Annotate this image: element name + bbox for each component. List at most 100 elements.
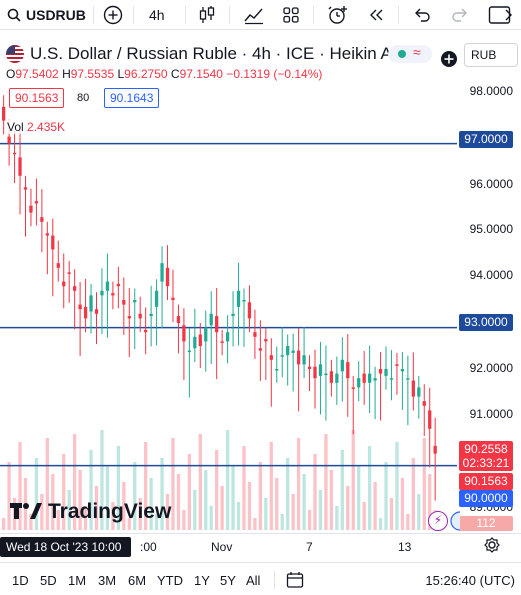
sell-price-button[interactable]: 90.1563 (9, 88, 65, 108)
candle-body (367, 373, 372, 383)
currency-select[interactable]: RUB (464, 43, 518, 67)
interval-button[interactable]: 4h (149, 7, 165, 23)
tradingview-logo-icon (10, 501, 42, 524)
candle-body (329, 371, 334, 383)
volume-bar (231, 466, 235, 530)
volume-bar (67, 490, 71, 530)
date-range-icon[interactable] (286, 571, 304, 594)
candle-body (313, 366, 317, 379)
volume-bar (313, 454, 317, 530)
settings-gear-icon[interactable] (484, 537, 500, 558)
horizontal-line-label[interactable]: 97.0000 (459, 131, 513, 148)
candle-body (149, 313, 153, 317)
candle-body (346, 362, 350, 379)
volume-bar (78, 470, 82, 530)
volume-bar (29, 514, 33, 530)
fullscreen-icon[interactable] (486, 0, 516, 30)
candle-body (307, 366, 312, 369)
candle-body (62, 281, 66, 287)
candle-body (2, 106, 6, 121)
candle-body (29, 205, 33, 213)
candle-body (291, 350, 295, 353)
range-3m-button[interactable]: 3M (98, 573, 117, 588)
symbol-search-button[interactable]: USDRUB (26, 7, 86, 23)
candle-body (105, 281, 110, 291)
close-label: C (170, 67, 180, 81)
candles-icon[interactable] (197, 0, 217, 30)
candle-body (335, 373, 339, 383)
volume-bar (105, 466, 110, 530)
candle-body (73, 286, 77, 291)
range-5y-button[interactable]: 5Y (220, 573, 236, 588)
candle-body (67, 272, 71, 274)
search-icon[interactable] (6, 0, 22, 30)
candle-body (198, 334, 202, 346)
candle-body (406, 378, 410, 380)
volume-bar (253, 518, 257, 530)
volume-bar (2, 518, 6, 530)
lightning-icon[interactable]: ⚡ (428, 511, 448, 531)
candle-body (400, 369, 405, 372)
volume-bar (133, 462, 137, 530)
volume-bar (373, 482, 377, 530)
price-chart[interactable] (0, 70, 457, 530)
replay-icon[interactable] (366, 0, 386, 30)
range-1d-button[interactable]: 1D (12, 573, 29, 588)
price-tick: 95.0000 (469, 222, 513, 236)
price-tick: 94.0000 (469, 268, 513, 282)
candle-body (160, 263, 164, 282)
change-value: −0.1319 (−0.14%) (226, 67, 323, 81)
spread-value: 80 (77, 92, 90, 104)
candle-body (395, 364, 399, 366)
candle-body (127, 316, 131, 319)
open-label: O (6, 67, 16, 81)
range-1m-button[interactable]: 1M (68, 573, 87, 588)
globe-icon[interactable] (450, 511, 470, 531)
redo-icon[interactable] (450, 0, 470, 30)
volume-bar (111, 502, 115, 530)
volume-bar (51, 474, 55, 530)
volume-bar (154, 514, 159, 530)
candle-body (133, 300, 137, 303)
compare-add-icon[interactable] (440, 50, 458, 68)
candle-body (154, 290, 159, 307)
alert-icon[interactable] (326, 0, 350, 30)
candle-body (422, 401, 426, 406)
candle-body (433, 445, 437, 454)
price-tick: 92.0000 (469, 361, 513, 375)
volume-bar (378, 518, 383, 530)
volume-bar (264, 498, 268, 530)
range-ytd-button[interactable]: YTD (157, 573, 183, 588)
volume-bar (225, 430, 230, 530)
volume-bar (144, 442, 148, 530)
time-axis[interactable]: :00 Nov 7 13 (0, 533, 521, 557)
buy-price-button[interactable]: 90.1643 (104, 88, 160, 108)
crosshair-price-tag: 90.0000 (459, 490, 513, 507)
candle-body (215, 316, 219, 333)
volume-bar (324, 434, 328, 530)
utc-clock[interactable]: 15:26:40 (UTC) (425, 573, 515, 588)
market-status-pill[interactable] (388, 45, 432, 63)
candle-body (417, 387, 421, 397)
candle-body (351, 387, 355, 389)
undo-icon[interactable] (412, 0, 432, 30)
volume-bar (296, 438, 301, 530)
range-6m-button[interactable]: 6M (128, 573, 147, 588)
volume-bar (318, 490, 323, 530)
candle-body (264, 339, 268, 342)
volume-bar (149, 478, 153, 530)
horizontal-line-label[interactable]: 93.0000 (459, 314, 513, 331)
candle-body (389, 378, 394, 380)
range-1y-button[interactable]: 1Y (194, 573, 210, 588)
bar-countdown: 02:33:21 (462, 456, 510, 470)
volume-bar (258, 462, 263, 530)
layouts-icon[interactable] (281, 0, 301, 30)
volume-bar (187, 454, 192, 530)
add-symbol-icon[interactable] (101, 0, 125, 30)
volume-tag: 112 (459, 516, 513, 531)
candle-body (12, 152, 17, 155)
candle-body (165, 267, 170, 287)
indicators-icon[interactable] (242, 0, 266, 30)
range-5d-button[interactable]: 5D (40, 573, 57, 588)
range-all-button[interactable]: All (246, 573, 261, 588)
